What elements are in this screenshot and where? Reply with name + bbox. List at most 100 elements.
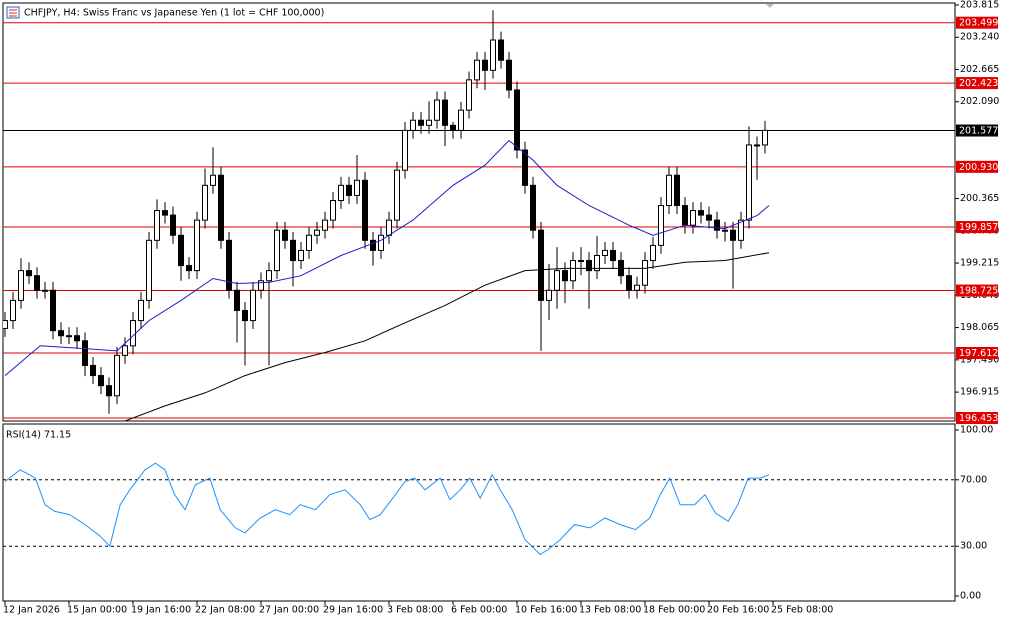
candle-body <box>290 239 296 262</box>
candle-body <box>522 149 528 186</box>
candle-body <box>146 239 152 301</box>
candle-body <box>474 59 480 81</box>
rsi-plot <box>3 462 955 556</box>
y-tick-label: 70.00 <box>960 474 987 485</box>
candle-body <box>554 270 560 291</box>
y-tick-label: 202.090 <box>960 96 999 107</box>
x-tick-label: 12 Jan 2026 <box>3 605 60 616</box>
candle-body <box>3 320 8 329</box>
candle-body <box>218 174 224 241</box>
candle-body <box>130 320 136 347</box>
candle-body <box>434 99 440 121</box>
candle-body <box>466 79 472 111</box>
candle-body <box>194 219 200 272</box>
candle-body <box>498 39 504 61</box>
candle-body <box>10 299 16 322</box>
candle-body <box>706 214 712 221</box>
candle-body <box>338 184 344 201</box>
y-tick-label: 199.215 <box>960 258 999 269</box>
candle-body <box>714 219 720 231</box>
y-tick-label: 0.00 <box>960 591 981 602</box>
candle-body <box>42 289 48 292</box>
x-tick-label: 6 Feb 00:00 <box>451 605 507 616</box>
candle-body <box>546 289 552 301</box>
price-level-label: 200.930 <box>959 162 998 173</box>
price-level-box <box>956 221 998 234</box>
price-level-label: 198.725 <box>959 286 998 297</box>
candle-body <box>738 219 744 241</box>
candle-body <box>186 265 192 272</box>
candle-body <box>610 249 616 262</box>
series-line <box>4 462 770 556</box>
candle-body <box>122 345 128 356</box>
candle-body <box>226 239 232 291</box>
candle-body <box>450 124 456 131</box>
candle-body <box>666 174 672 207</box>
y-tick-label: 203.815 <box>960 0 999 10</box>
candle-body <box>138 299 144 322</box>
candle-body <box>154 210 160 241</box>
candle-body <box>202 184 208 221</box>
scroll-marker <box>766 4 774 8</box>
candle-body <box>690 210 696 226</box>
price-level-box <box>956 346 998 359</box>
candle-body <box>114 354 120 397</box>
candle-body <box>298 249 304 262</box>
candle-body <box>514 89 520 151</box>
x-tick-label: 18 Feb 00:00 <box>643 605 705 616</box>
price-level-box <box>956 284 998 297</box>
candle-body <box>746 144 752 221</box>
candle-body <box>274 229 280 272</box>
chart-title: CHFJPY, H4: Swiss Franc vs Japanese Yen … <box>24 8 324 19</box>
y-tick-label: 100.00 <box>960 425 993 436</box>
y-tick-label: 197.490 <box>960 354 999 365</box>
candle-body <box>594 254 600 272</box>
candle-body <box>602 249 608 256</box>
candle-body <box>642 260 648 286</box>
x-tick-label: 13 Feb 08:00 <box>579 605 641 616</box>
candle-body <box>754 144 760 147</box>
price-level-box <box>956 77 998 90</box>
candle-body <box>354 179 360 196</box>
candle-body <box>82 340 88 366</box>
candle-body <box>90 364 96 377</box>
candle-body <box>394 169 400 221</box>
candle-body <box>162 210 168 216</box>
candle-body <box>370 239 376 251</box>
price-level-box <box>956 160 998 173</box>
series-line <box>124 252 770 421</box>
rsi-title: RSI(14) 71.15 <box>6 430 71 441</box>
candle-body <box>362 179 368 241</box>
candle-body <box>402 129 408 171</box>
candle-body <box>538 229 544 301</box>
x-tick-label: 29 Jan 16:00 <box>323 605 383 616</box>
x-tick-label: 25 Feb 08:00 <box>771 605 833 616</box>
candle-body <box>314 229 320 236</box>
candle-body <box>570 260 576 282</box>
candle-body <box>66 335 72 338</box>
price-level-box <box>956 412 998 425</box>
candle-body <box>530 184 536 231</box>
rsi-frame <box>2 423 956 602</box>
price-level-box <box>956 16 998 29</box>
y-tick-label: 198.065 <box>960 322 999 333</box>
candle-body <box>578 260 584 263</box>
candle-body <box>266 270 272 282</box>
y-tick-label: 203.240 <box>960 32 999 43</box>
candle-body <box>258 280 264 291</box>
candle-body <box>674 174 680 207</box>
candle-body <box>562 270 568 282</box>
series-line <box>4 139 770 376</box>
x-tick-label: 10 Feb 16:00 <box>515 605 577 616</box>
candle-body <box>330 199 336 221</box>
candle-body <box>242 309 248 322</box>
candle-body <box>442 99 448 126</box>
candle-body <box>306 234 312 251</box>
main-plot <box>3 10 955 421</box>
candle-body <box>322 219 328 231</box>
price-level-label: 202.423 <box>959 78 998 89</box>
candle-body <box>418 119 424 126</box>
price-level-box <box>956 124 998 137</box>
candle-body <box>34 275 40 291</box>
